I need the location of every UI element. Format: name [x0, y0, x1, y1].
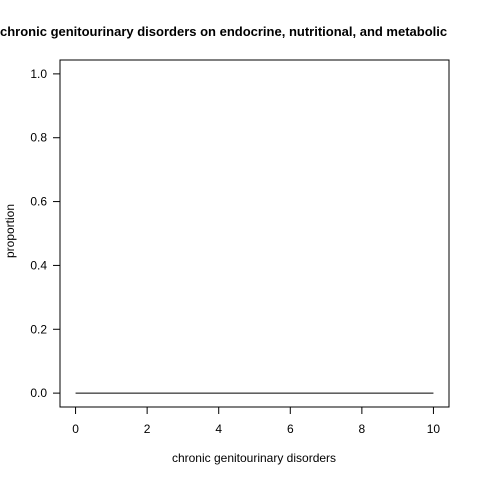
y-axis-label: proportion [3, 204, 17, 258]
y-tick-label: 0.4 [30, 258, 47, 272]
plot-box-group [59, 59, 450, 408]
x-tick-label: 10 [427, 422, 441, 436]
x-tick-label: 6 [287, 422, 294, 436]
x-tick-label: 2 [144, 422, 151, 436]
chart-title: chronic genitourinary disorders on endoc… [0, 24, 447, 39]
y-tick-label: 0.8 [30, 131, 47, 145]
y-axis-group: 0.0 0.2 0.4 0.6 0.8 1.0 [30, 67, 61, 400]
y-tick-label: 1.0 [30, 67, 47, 81]
x-tick-label: 4 [215, 422, 222, 436]
y-tick-label: 0.6 [30, 195, 47, 209]
x-tick-label: 8 [359, 422, 366, 436]
y-tick-label: 0.0 [30, 386, 47, 400]
x-axis-group: 0 2 4 6 8 10 [72, 406, 441, 436]
y-tick-label: 0.2 [30, 322, 47, 336]
x-tick-label: 0 [72, 422, 79, 436]
plot-box [59, 59, 450, 408]
x-axis-label: chronic genitourinary disorders [172, 451, 336, 465]
